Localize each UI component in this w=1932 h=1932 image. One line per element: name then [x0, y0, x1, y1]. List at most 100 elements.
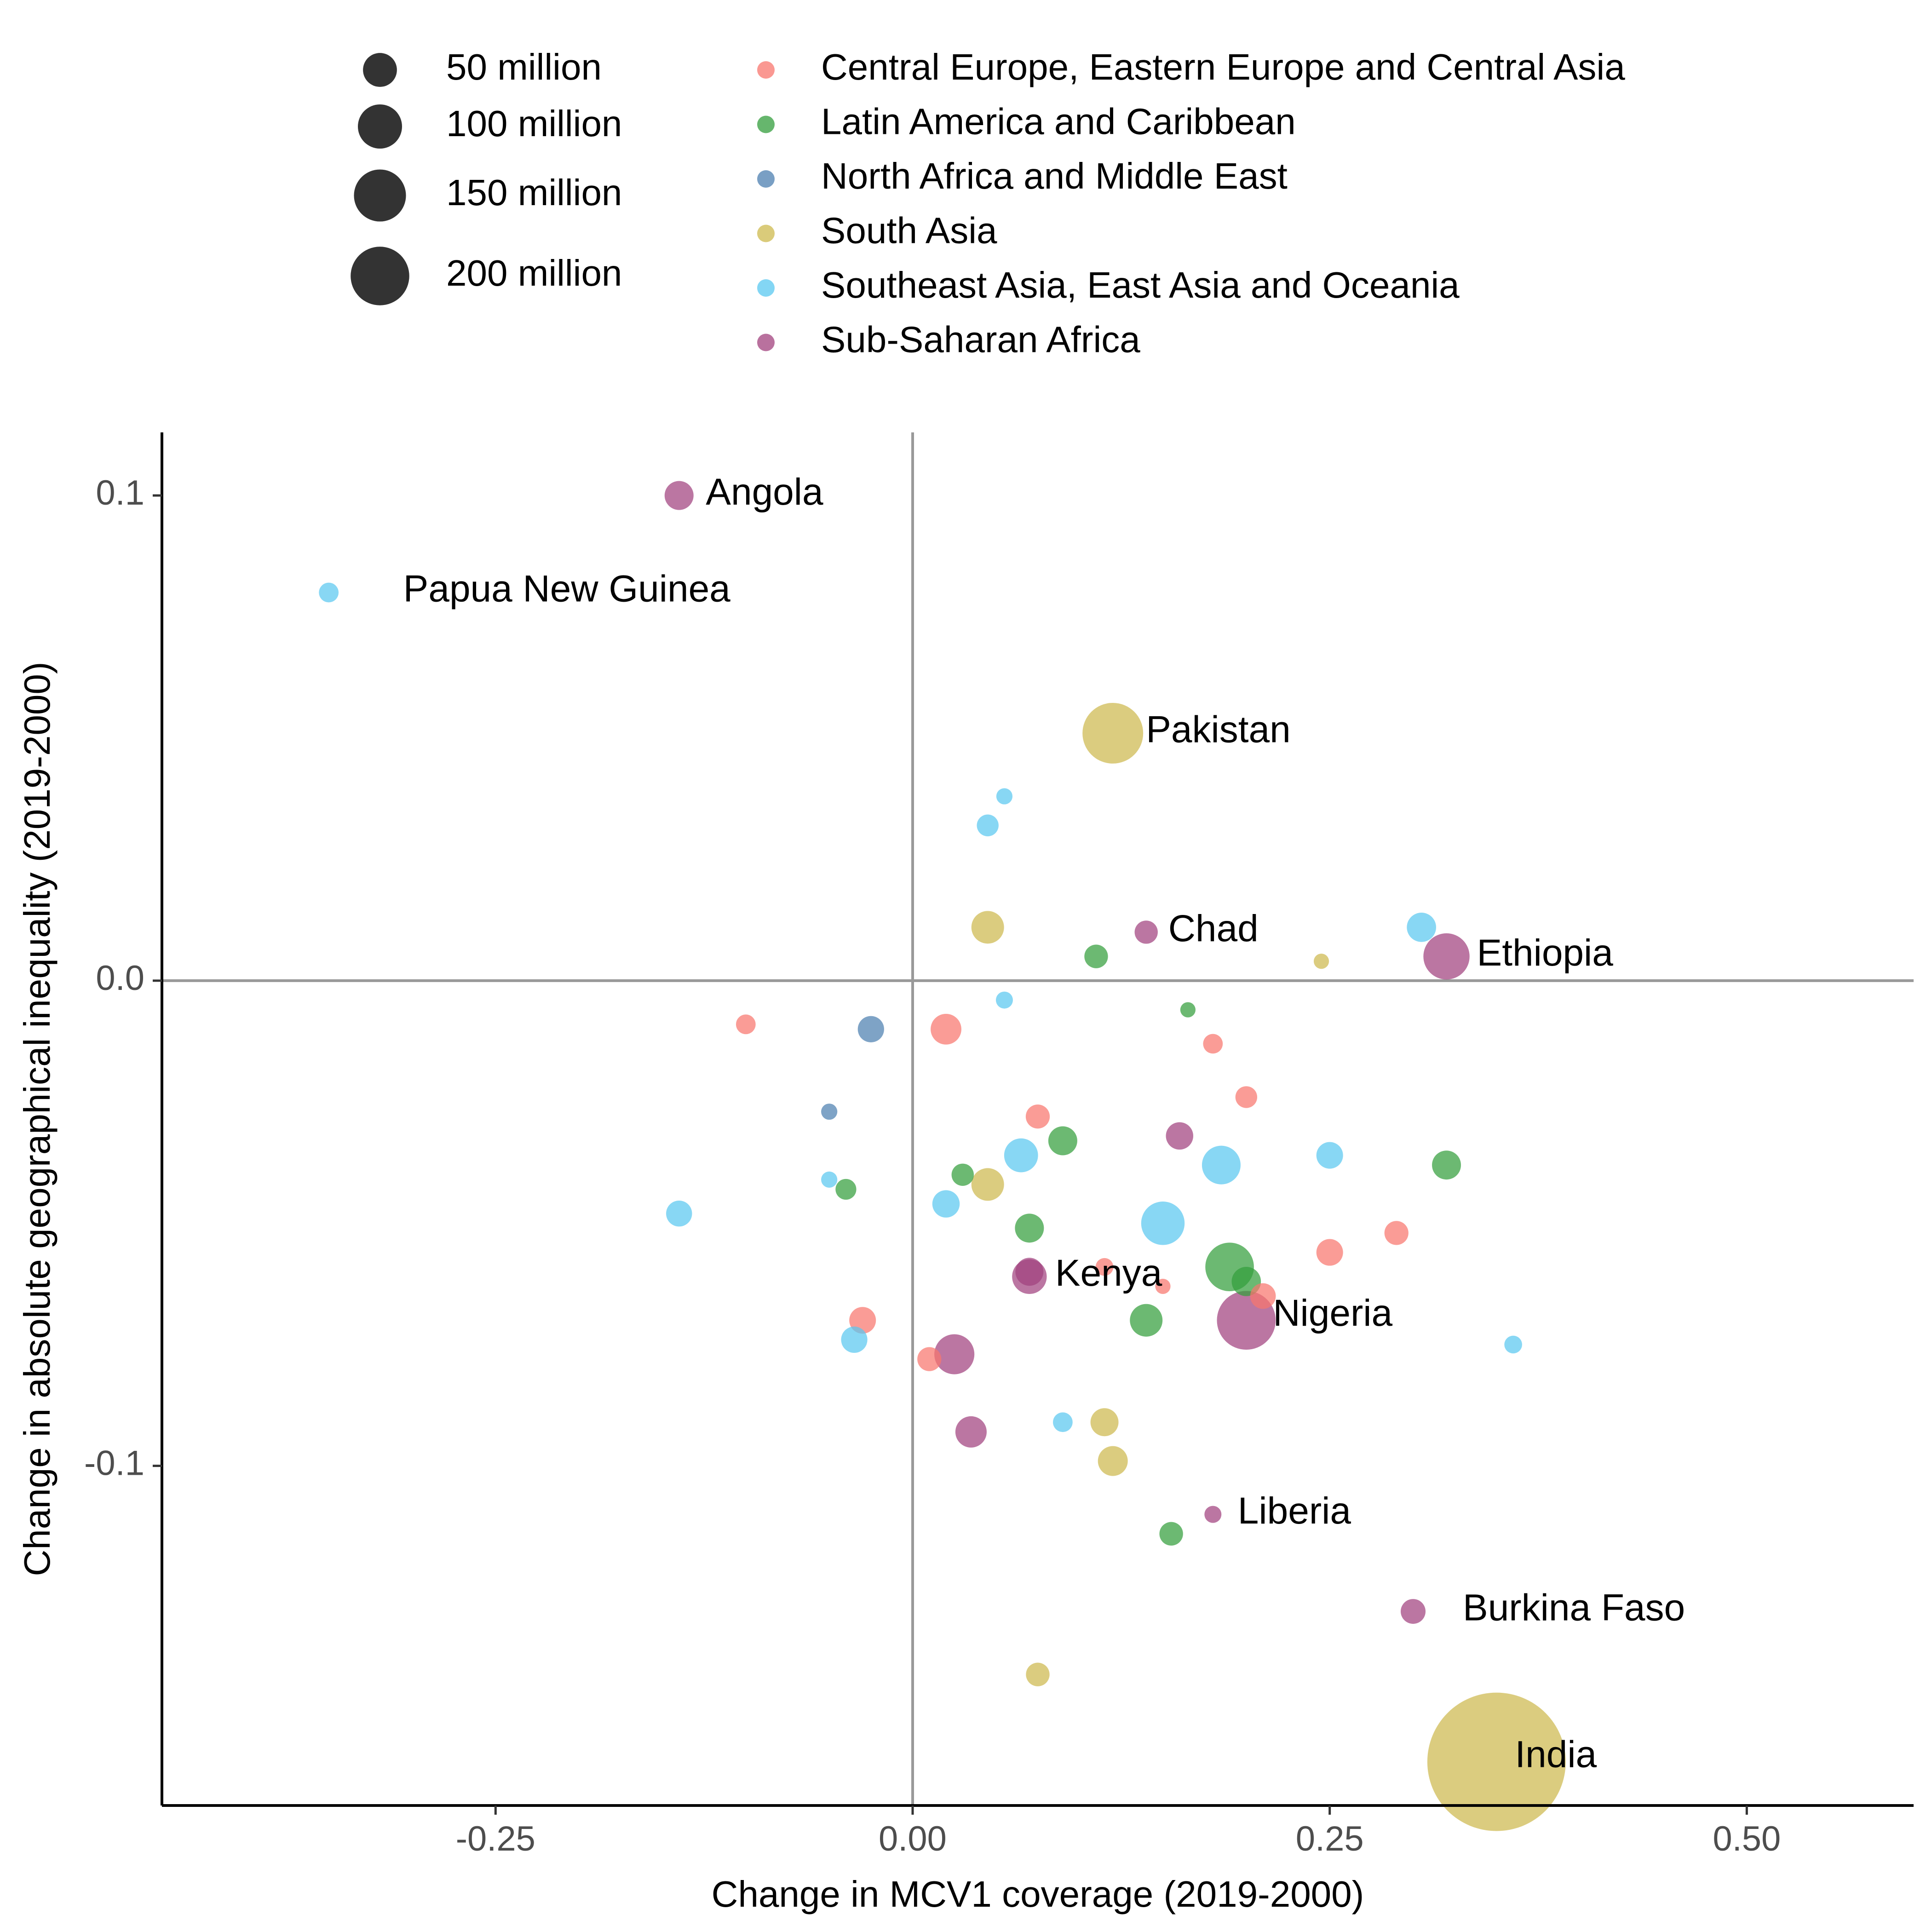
data-point [1084, 944, 1108, 968]
label-kenya: Kenya [1055, 1252, 1162, 1294]
data-point [1053, 1412, 1073, 1432]
y-tick-label: -0.1 [84, 1444, 144, 1483]
data-point [955, 1416, 987, 1448]
data-point [1090, 1408, 1119, 1437]
data-point [971, 1168, 1004, 1201]
data-point [932, 1190, 960, 1218]
point-ethiopia [1423, 933, 1470, 980]
point-pakistan [1082, 702, 1144, 764]
x-tick-label: 0.50 [1713, 1819, 1781, 1858]
label-nigeria: Nigeria [1273, 1292, 1392, 1334]
data-point [951, 1163, 974, 1186]
size-legend-key [351, 247, 409, 305]
data-point [1313, 954, 1329, 969]
data-point [857, 1016, 884, 1042]
data-point [1155, 1278, 1171, 1294]
data-point [1235, 1086, 1258, 1108]
color-legend-key [757, 170, 775, 188]
data-point [666, 1200, 692, 1227]
size-legend-key [354, 169, 406, 222]
data-point [1130, 1304, 1163, 1337]
point-burkina-faso [1401, 1599, 1426, 1624]
point-papua-new-guinea [319, 582, 339, 603]
color-legend-key [757, 334, 775, 351]
legend: 50 million 100 million 150 million 200 mill… [351, 46, 1625, 360]
data-point [971, 911, 1004, 944]
x-tick-label: 0.25 [1296, 1819, 1364, 1858]
color-legend-key [757, 224, 775, 242]
y-tick-label: 0.0 [96, 959, 144, 998]
data-point [1159, 1522, 1183, 1546]
data-point [1407, 913, 1436, 942]
label-angola: Angola [706, 471, 823, 513]
data-point [1250, 1283, 1276, 1309]
data-point [977, 814, 999, 837]
data-point [1384, 1221, 1409, 1245]
data-point [1098, 1446, 1128, 1476]
data-point [1180, 1002, 1196, 1018]
x-tick-label: -0.25 [456, 1819, 535, 1858]
color-legend-key [757, 115, 775, 133]
color-legend-label: Southeast Asia, East Asia and Oceania [821, 264, 1460, 305]
data-point [1026, 1662, 1050, 1686]
data-point [934, 1334, 975, 1374]
data-point [1048, 1126, 1077, 1156]
data-point [1004, 1138, 1038, 1173]
data-point [841, 1326, 868, 1353]
label-liberia: Liberia [1238, 1490, 1351, 1532]
point-chad [1134, 920, 1158, 944]
data-point [1202, 1145, 1241, 1184]
data-point [1203, 1034, 1223, 1054]
size-legend-label: 200 million [446, 253, 622, 293]
color-legend-label: South Asia [821, 210, 997, 251]
label-chad: Chad [1168, 908, 1259, 949]
x-axis-ticks: -0.25 0.00 0.25 0.50 [456, 1806, 1781, 1858]
label-ethiopia: Ethiopia [1477, 932, 1614, 974]
point-angola [664, 481, 694, 510]
y-tick-label: 0.1 [96, 473, 144, 512]
data-point [1504, 1335, 1522, 1354]
size-legend-label: 100 million [446, 103, 622, 144]
point-labels: Angola Papua New Guinea Pakistan Chad Ethiop… [403, 471, 1685, 1776]
data-point [1015, 1213, 1044, 1243]
data-point [821, 1104, 838, 1120]
point-liberia [1204, 1506, 1222, 1523]
color-legend-label: North Africa and Middle East [821, 155, 1288, 196]
data-point [835, 1179, 857, 1200]
x-tick-label: 0.00 [879, 1819, 947, 1858]
data-point [1025, 1104, 1050, 1129]
data-point [736, 1014, 756, 1035]
size-legend: 50 million 100 million 150 million 200 mill… [351, 46, 622, 305]
label-pakistan: Pakistan [1146, 709, 1291, 751]
label-burkina-faso: Burkina Faso [1463, 1587, 1685, 1629]
y-axis-title: Change in absolute geographical inequali… [17, 661, 58, 1576]
data-point [917, 1347, 942, 1371]
size-legend-key [363, 53, 397, 87]
data-point [1015, 1258, 1044, 1286]
data-point [995, 991, 1013, 1009]
data-point [1316, 1239, 1343, 1266]
x-axis-title: Change in MCV1 coverage (2019-2000) [712, 1874, 1364, 1915]
label-india: India [1515, 1734, 1597, 1776]
point-india [1427, 1692, 1566, 1831]
size-legend-key [358, 104, 402, 149]
data-point [1316, 1142, 1343, 1169]
data-point [1141, 1202, 1185, 1245]
y-axis-ticks: 0.1 0.0 -0.1 [84, 473, 162, 1483]
data-point [1432, 1150, 1461, 1180]
data-point [1095, 1258, 1114, 1276]
size-legend-label: 50 million [446, 46, 602, 87]
color-legend-label: Sub-Saharan Africa [821, 319, 1140, 360]
color-legend: Central Europe, Eastern Europe and Centr… [757, 46, 1625, 360]
data-point [996, 788, 1013, 805]
color-legend-key [757, 61, 775, 79]
data-points [319, 481, 1566, 1831]
color-legend-label: Central Europe, Eastern Europe and Centr… [821, 46, 1625, 87]
color-legend-label: Latin America and Caribbean [821, 101, 1296, 142]
color-legend-key [757, 279, 775, 297]
data-point [931, 1013, 961, 1045]
size-legend-label: 150 million [446, 172, 622, 213]
data-point [1166, 1122, 1194, 1150]
data-point [821, 1171, 838, 1188]
